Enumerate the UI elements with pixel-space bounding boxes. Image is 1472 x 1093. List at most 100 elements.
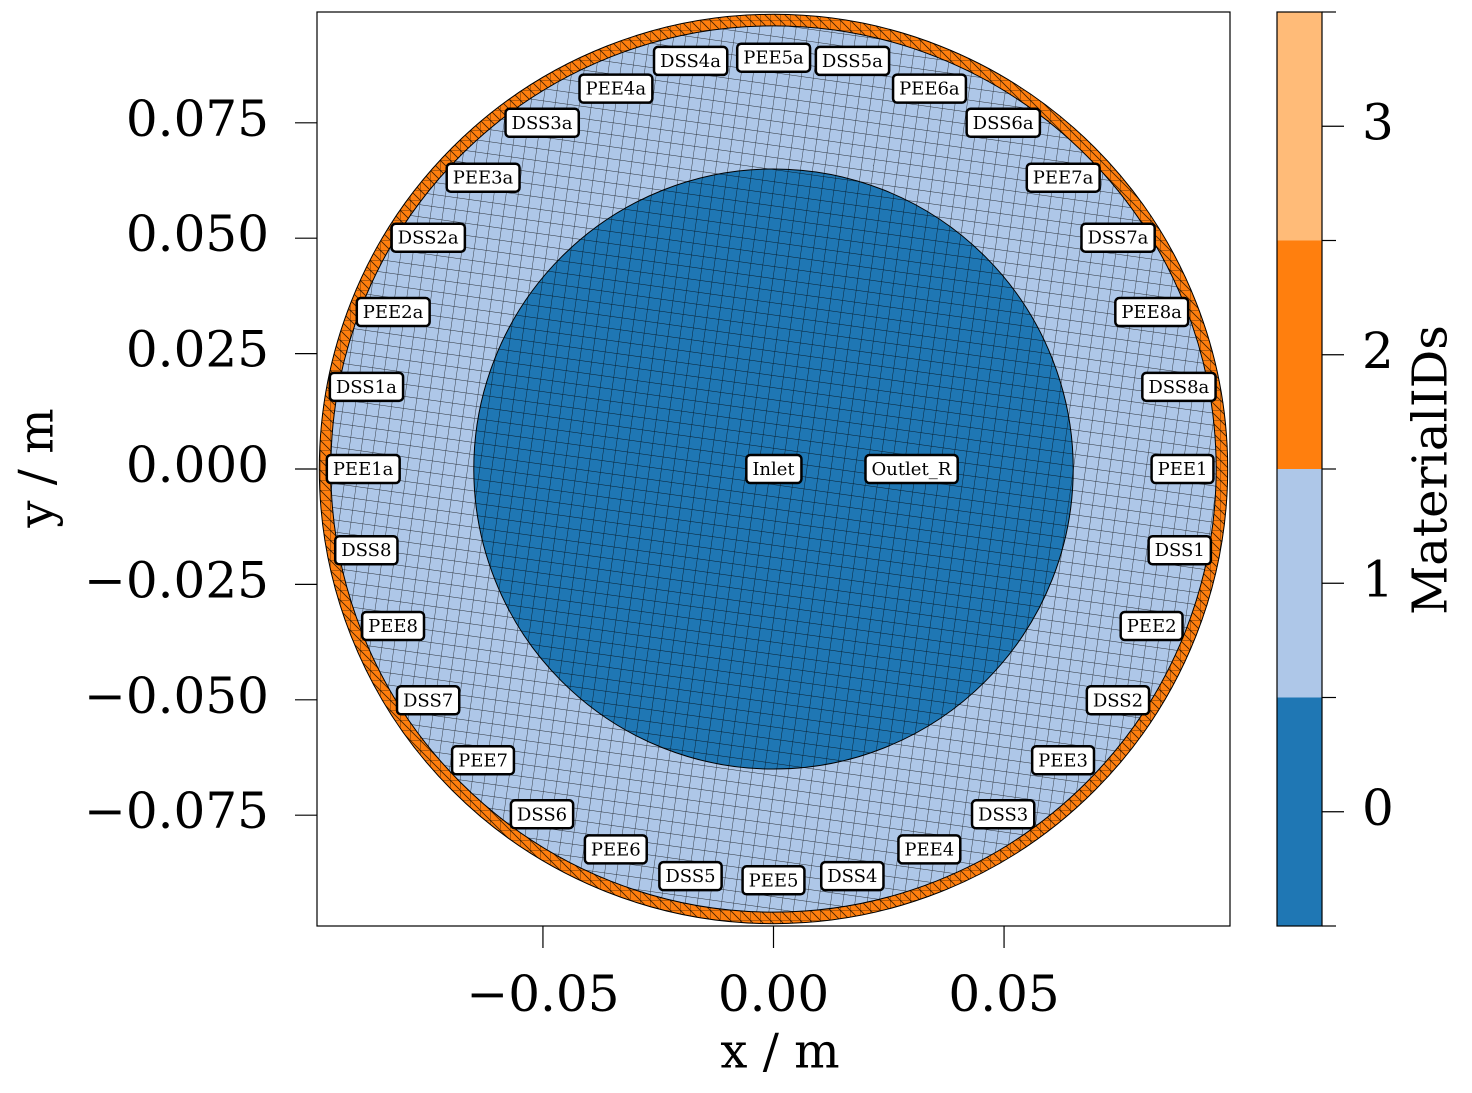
annotation: DSS8 <box>333 534 399 566</box>
annotation-label: PEE5a <box>743 48 804 69</box>
y-tick-label: 0.025 <box>126 321 269 379</box>
annotation-label: DSS3a <box>512 113 573 134</box>
annotation-label: PEE6a <box>899 79 960 100</box>
annotation: PEE2 <box>1119 610 1184 642</box>
annotation: DSS7a <box>1080 222 1156 253</box>
annotation-box <box>1147 534 1213 566</box>
colorbar-bin <box>1277 697 1322 926</box>
annotation-box <box>1150 453 1215 485</box>
annotation: PEE8a <box>1114 296 1190 328</box>
annotation: PEE5 <box>741 865 806 896</box>
annotation-label: PEE3a <box>453 168 514 189</box>
annotation-box <box>395 685 461 716</box>
x-tick-label: −0.05 <box>466 965 619 1023</box>
annotation-label: DSS7a <box>1087 228 1148 249</box>
annotation: PEE5a <box>735 42 812 73</box>
colorbar-frame <box>1276 11 1323 927</box>
annotation-box <box>1114 296 1190 328</box>
y-tick-label: 0.000 <box>126 436 269 494</box>
annotation-label: DSS3 <box>978 804 1028 825</box>
annotation: DSS1 <box>1147 534 1213 566</box>
annotation-label: DSS2 <box>1093 690 1143 711</box>
annotation-label: DSS6 <box>517 804 567 825</box>
annotation-box <box>745 453 803 485</box>
annotation: DSS3 <box>970 799 1036 830</box>
annotation-label: DSS4 <box>827 866 877 887</box>
annotation-label: DSS8a <box>1148 377 1209 398</box>
annotation-box <box>658 860 723 892</box>
annotation-box <box>1119 610 1184 642</box>
annotation-label: PEE4a <box>586 79 647 100</box>
annotation-box <box>504 107 581 139</box>
annotation-label: PEE6 <box>591 839 641 860</box>
annotation-box <box>814 45 891 77</box>
annotation-box <box>970 799 1036 830</box>
annotation: PEE1a <box>325 453 401 485</box>
annotation-box <box>652 45 729 77</box>
colorbar-tick-label: 3 <box>1362 93 1394 151</box>
annotation-label: PEE7 <box>458 750 508 771</box>
annotation: DSS5 <box>658 860 723 892</box>
annotation-box <box>891 73 968 104</box>
y-tick-label: −0.075 <box>84 782 269 840</box>
annotation-label: DSS1a <box>336 377 397 398</box>
annotation: DSS3a <box>504 107 581 139</box>
annotation-box <box>965 107 1042 139</box>
y-tick-label: 0.050 <box>126 205 269 263</box>
annotation: PEE8 <box>360 610 426 642</box>
annotation: PEE4 <box>897 834 962 865</box>
colorbar-bin <box>1277 12 1322 241</box>
annotation-label: DSS2a <box>398 228 459 249</box>
annotation-box <box>864 453 959 485</box>
annotation-box <box>360 610 426 642</box>
annotation-box <box>583 834 648 865</box>
colorbar-bin <box>1277 240 1322 469</box>
annotation: DSS7 <box>395 685 461 716</box>
annotation: DSS6 <box>509 799 575 830</box>
colorbar-tick-label: 2 <box>1362 322 1394 380</box>
annotation: Inlet <box>745 453 803 485</box>
colorbar-label: MaterialIDs <box>1403 325 1459 615</box>
annotation-box <box>390 222 467 253</box>
annotation-box <box>333 534 399 566</box>
annotation-box <box>819 860 885 892</box>
annotation-label: DSS5 <box>665 866 715 887</box>
colorbar-tick-label: 1 <box>1362 550 1394 608</box>
annotation: PEE7 <box>450 745 516 776</box>
y-tick-label: 0.075 <box>126 90 269 148</box>
x-tick-label: 0.00 <box>718 965 829 1023</box>
annotation-label: PEE8 <box>368 616 418 637</box>
x-tick-label: 0.05 <box>948 965 1059 1023</box>
annotation-box <box>578 73 654 104</box>
annotation-label: DSS8 <box>341 540 391 561</box>
annotation-label: DSS7 <box>403 690 453 711</box>
annotation: PEE7a <box>1025 162 1101 193</box>
x-axis-label: x / m <box>720 1024 839 1080</box>
annotation-label: PEE2 <box>1127 616 1177 637</box>
annotation-box <box>1025 162 1101 193</box>
annotation: DSS5a <box>814 45 891 77</box>
annotation: PEE4a <box>578 73 654 104</box>
annotation-label: PEE7a <box>1033 168 1094 189</box>
annotation-label: DSS6a <box>973 113 1034 134</box>
annotation-label: PEE3 <box>1038 750 1088 771</box>
annotation: DSS2 <box>1085 685 1151 716</box>
annotation-label: PEE1 <box>1158 459 1208 480</box>
annotation-label: Inlet <box>752 459 795 480</box>
annotation: PEE2a <box>355 296 431 328</box>
annotation-box <box>897 834 962 865</box>
annotation-label: DSS4a <box>660 51 721 72</box>
annotation-label: PEE1a <box>333 459 394 480</box>
annotation: DSS8a <box>1141 371 1217 403</box>
annotation-box <box>1080 222 1156 253</box>
annotation: DSS1a <box>328 371 405 403</box>
annotation-box <box>1141 371 1217 403</box>
annotation: DSS6a <box>965 107 1042 139</box>
y-tick-label: −0.025 <box>84 551 269 609</box>
annotation-box <box>509 799 575 830</box>
annotation-label: PEE5 <box>749 870 799 891</box>
annotation-box <box>735 42 812 73</box>
annotation: DSS4 <box>819 860 885 892</box>
y-axis-label: y / m <box>9 408 65 528</box>
